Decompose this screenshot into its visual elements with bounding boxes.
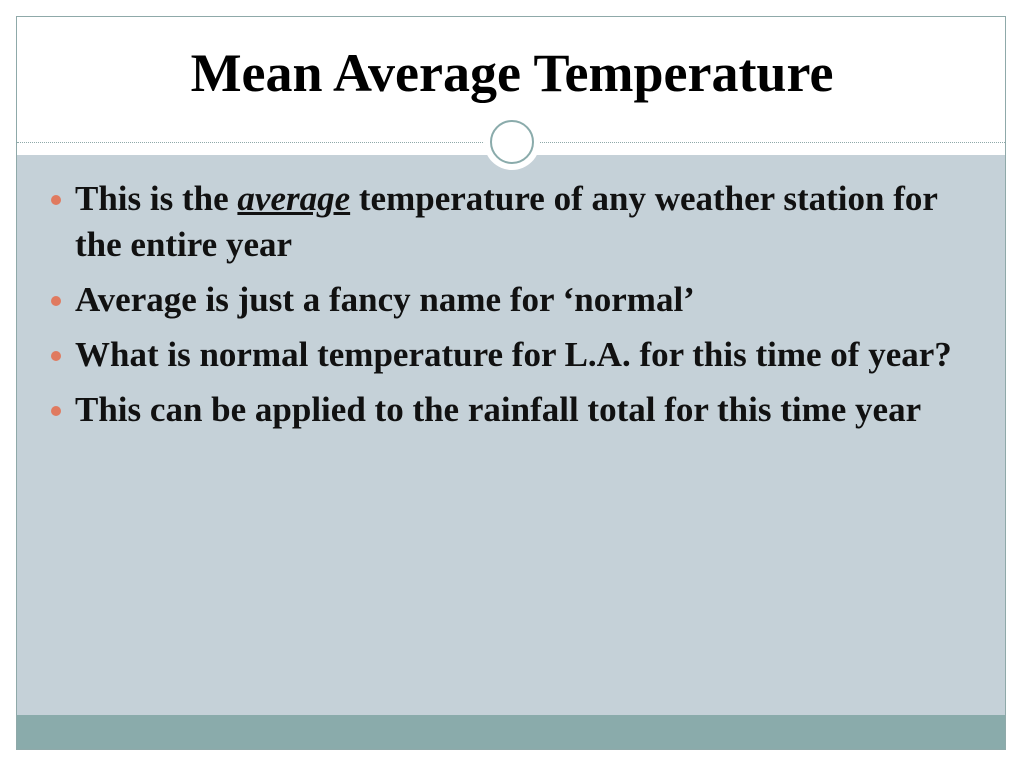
bullet-text: What is normal temperature for L.A. for …: [75, 335, 952, 374]
bullet-list: This is the average temperature of any w…: [51, 176, 975, 442]
emphasis: average: [237, 179, 351, 218]
bullet: This can be applied to the rainfall tota…: [51, 387, 975, 433]
ornament-ring: [490, 120, 534, 164]
bullet-text: This can be applied to the rainfall tota…: [75, 390, 922, 429]
bullet: Average is just a fancy name for ‘normal…: [51, 277, 975, 323]
bullet-text: This is the: [75, 179, 229, 218]
bullet-text: temperature of any weather station for t…: [75, 179, 938, 264]
divider-ornament: [484, 114, 540, 170]
slide-frame: [16, 16, 1006, 750]
bullet-text: Average is just a fancy name for ‘normal…: [75, 280, 695, 319]
bullet: What is normal temperature for L.A. for …: [51, 332, 975, 378]
slide-title: Mean Average Temperature: [190, 43, 834, 103]
bullet: This is the average temperature of any w…: [51, 176, 975, 268]
footer-bar: [17, 715, 1005, 749]
content-background: [17, 155, 1005, 715]
